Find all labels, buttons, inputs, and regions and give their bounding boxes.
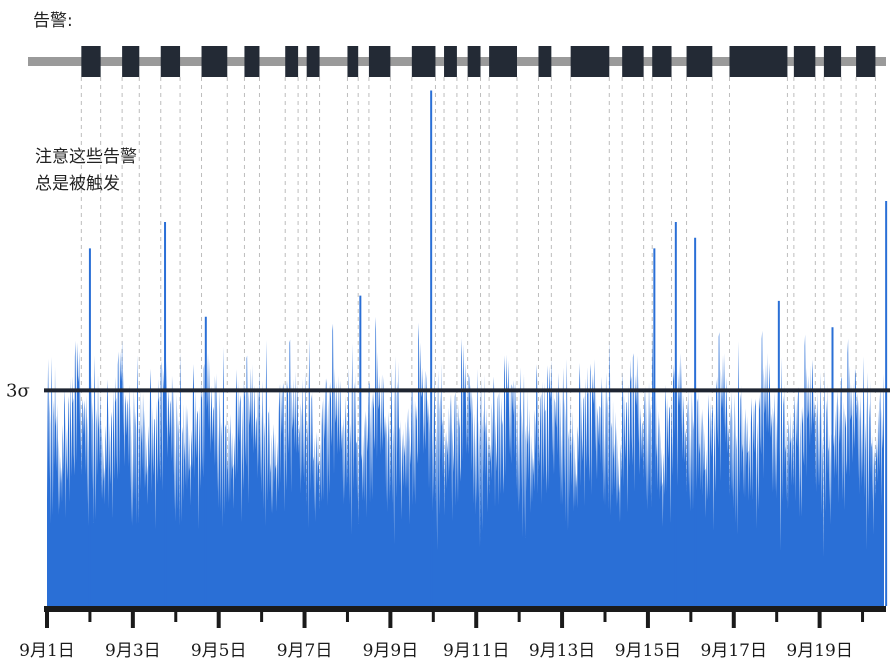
alert-block bbox=[622, 46, 644, 77]
series-area bbox=[47, 316, 884, 606]
x-tick-minor bbox=[775, 606, 779, 622]
x-tick-minor bbox=[88, 606, 92, 622]
threshold-label: 3σ bbox=[6, 380, 30, 401]
x-tick-minor bbox=[861, 606, 865, 622]
alert-block bbox=[467, 46, 481, 77]
series-area-path bbox=[47, 316, 884, 606]
alert-block bbox=[570, 46, 610, 77]
alert-title: 告警: bbox=[33, 11, 73, 31]
x-tick-major bbox=[817, 606, 822, 628]
alert-track bbox=[28, 57, 886, 66]
alert-block bbox=[285, 46, 299, 77]
annotation-text: 注意这些告警 总是被触发 bbox=[35, 144, 137, 198]
alert-block bbox=[856, 46, 876, 77]
x-tick-minor bbox=[431, 606, 435, 622]
alert-block bbox=[306, 46, 320, 77]
x-tick-label: 9月15日 bbox=[615, 641, 681, 661]
x-tick-label: 9月13日 bbox=[529, 641, 595, 661]
x-tick-major bbox=[560, 606, 565, 628]
x-axis-line bbox=[44, 606, 886, 612]
x-tick-major bbox=[45, 606, 49, 628]
x-tick-major bbox=[731, 606, 736, 628]
x-tick-label: 9月7日 bbox=[277, 641, 333, 661]
x-tick-major bbox=[645, 606, 650, 628]
alert-block bbox=[411, 46, 436, 77]
alert-block bbox=[823, 46, 842, 77]
x-tick-major bbox=[130, 606, 135, 628]
alert-block bbox=[81, 46, 101, 77]
alert-bar bbox=[28, 46, 886, 77]
alert-block bbox=[160, 46, 181, 77]
alert-block bbox=[652, 46, 672, 77]
x-tick-minor bbox=[603, 606, 607, 622]
alert-block bbox=[444, 46, 457, 77]
x-tick-label: 9月9日 bbox=[363, 641, 419, 661]
x-tick-major bbox=[388, 606, 393, 628]
spike-lines bbox=[88, 90, 888, 606]
x-axis: 9月1日 9月3日 9月5日 9月7日 9月9日 9月11日 9月13日 9月15日 9月17日… bbox=[19, 606, 886, 661]
alert-block bbox=[368, 46, 391, 77]
threshold-line: 3σ bbox=[6, 380, 890, 401]
x-tick-label: 9月1日 bbox=[19, 641, 75, 661]
x-tick-minor bbox=[689, 606, 693, 622]
x-tick-label: 9月3日 bbox=[105, 641, 161, 661]
alert-block bbox=[201, 46, 228, 77]
alert-block bbox=[347, 46, 359, 77]
x-tick-major bbox=[302, 606, 307, 628]
alert-block bbox=[686, 46, 713, 77]
alert-block bbox=[489, 46, 518, 77]
alert-block bbox=[729, 46, 788, 77]
x-tick-label: 9月19日 bbox=[786, 641, 852, 661]
x-tick-label: 9月5日 bbox=[191, 641, 247, 661]
alert-block bbox=[793, 46, 816, 77]
alert-block bbox=[244, 46, 260, 77]
alert-block bbox=[122, 46, 140, 77]
x-tick-major bbox=[216, 606, 221, 628]
x-tick-label: 9月17日 bbox=[701, 641, 767, 661]
annotation-line-1: 注意这些告警 bbox=[35, 147, 137, 167]
x-tick-major bbox=[474, 606, 479, 628]
alert-block bbox=[538, 46, 552, 77]
x-tick-minor bbox=[345, 606, 349, 622]
x-tick-minor bbox=[174, 606, 178, 622]
annotation-line-2: 总是被触发 bbox=[35, 174, 120, 194]
x-tick-minor bbox=[517, 606, 521, 622]
x-tick-minor bbox=[260, 606, 264, 622]
x-tick-label: 9月11日 bbox=[443, 641, 509, 661]
